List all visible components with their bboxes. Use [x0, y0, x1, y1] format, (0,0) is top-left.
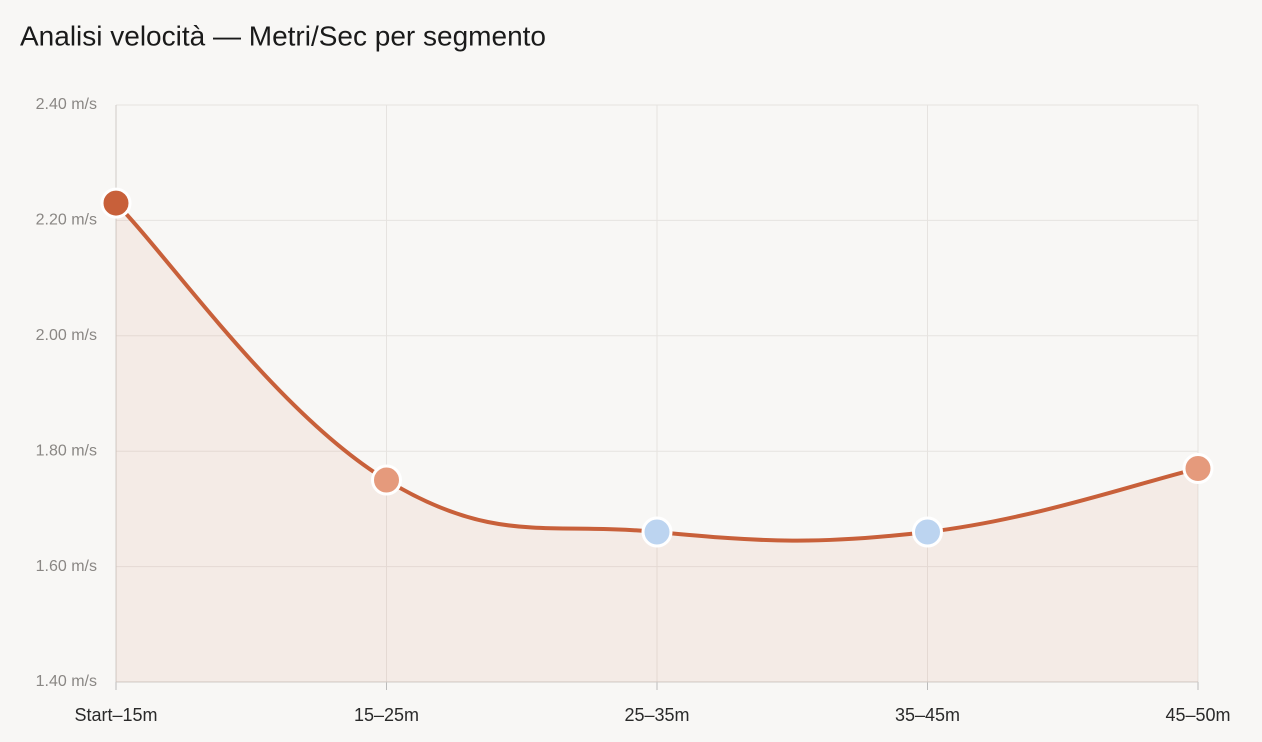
chart-title: Analisi velocità — Metri/Sec per segment… [20, 20, 546, 51]
y-tick-label: 2.00 m/s [36, 327, 97, 344]
area [116, 203, 1198, 682]
x-tick-label: 25–35m [624, 705, 689, 725]
point [912, 516, 943, 548]
point [100, 187, 132, 219]
y-tick-label: 1.40 m/s [36, 673, 97, 690]
y-tick-label: 1.80 m/s [36, 442, 97, 459]
point [371, 464, 402, 496]
x-tick-label: Start–15m [74, 705, 157, 725]
y-tick-label: 2.40 m/s [36, 96, 97, 113]
y-tick-label: 1.60 m/s [36, 558, 97, 575]
x-tick-label: 15–25m [354, 705, 419, 725]
y-tick-label: 2.20 m/s [36, 212, 97, 229]
line [114, 201, 1199, 543]
x-tick-label: 35–45m [895, 705, 960, 725]
x-tick-label: 45–50m [1165, 705, 1230, 725]
point [641, 516, 673, 548]
point [1182, 453, 1214, 485]
